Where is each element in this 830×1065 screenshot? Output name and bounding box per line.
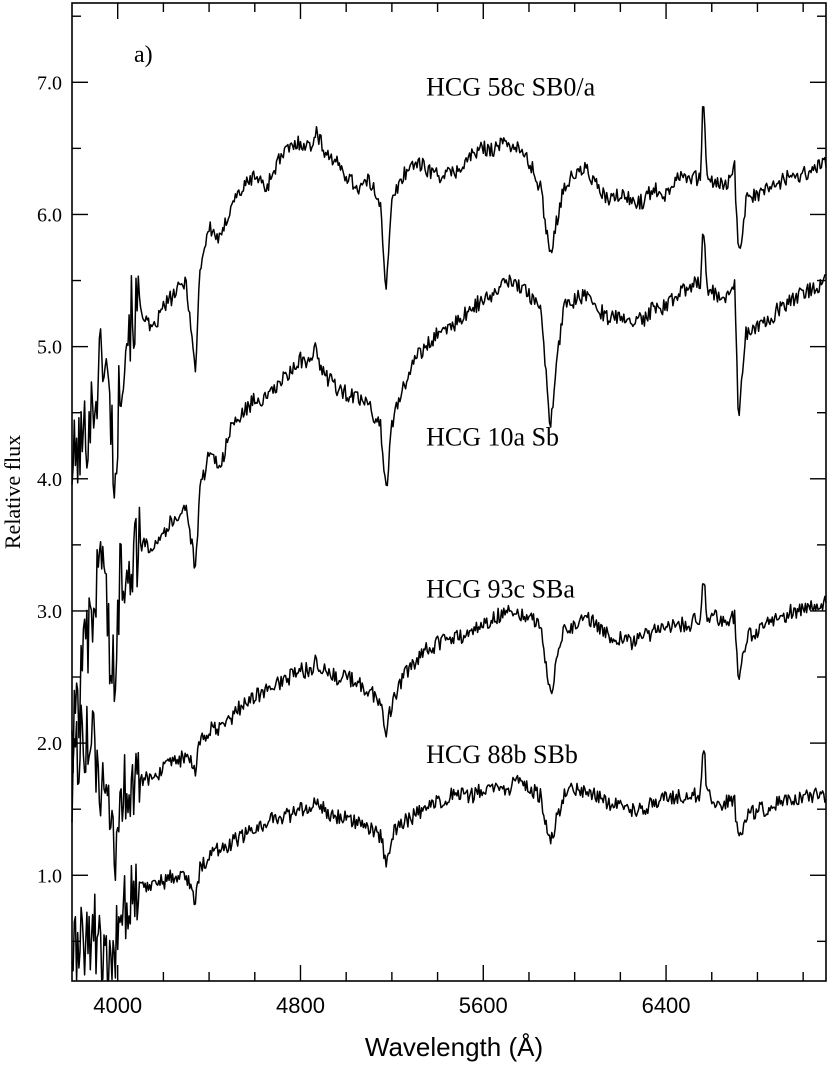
x-axis-label: Wavelength (Å) (365, 1032, 543, 1062)
spectrum-line (71, 750, 827, 981)
y-tick-label: 5.0 (37, 337, 62, 359)
x-tick-label: 4000 (93, 993, 142, 1018)
plot-frame (71, 2, 827, 982)
spectrum-labels: HCG 58c SB0/a HCG 10a Sb HCG 93c SBa HCG 88… (426, 73, 595, 769)
y-tick-label: 2.0 (37, 733, 62, 755)
y-tick-label: 1.0 (37, 865, 62, 887)
spectrum-line (71, 583, 827, 882)
spectrum-line (71, 233, 826, 774)
spectra-series (71, 106, 827, 981)
spectrum-line (71, 106, 827, 499)
tick-marks (72, 3, 826, 981)
spectrum-label: HCG 58c SB0/a (426, 73, 595, 102)
y-tick-label: 6.0 (37, 204, 62, 226)
spectrum-label: HCG 93c SBa (426, 575, 575, 604)
x-tick-label: 5600 (459, 993, 508, 1018)
y-axis-label: Relative flux (0, 435, 25, 549)
spectrum-label: HCG 88b SBb (426, 740, 578, 769)
spectrum-label: HCG 10a Sb (426, 423, 559, 452)
y-tick-label: 3.0 (37, 601, 62, 623)
y-tick-label: 7.0 (37, 72, 62, 94)
panel-label: a) (134, 42, 153, 68)
tick-labels: 4000 4800 5600 6400 1.0 2.0 3.0 4.0 5.0 6.0 7.0 (37, 72, 691, 1018)
y-tick-label: 4.0 (37, 469, 62, 491)
x-tick-label: 4800 (276, 993, 325, 1018)
x-tick-label: 6400 (642, 993, 691, 1018)
